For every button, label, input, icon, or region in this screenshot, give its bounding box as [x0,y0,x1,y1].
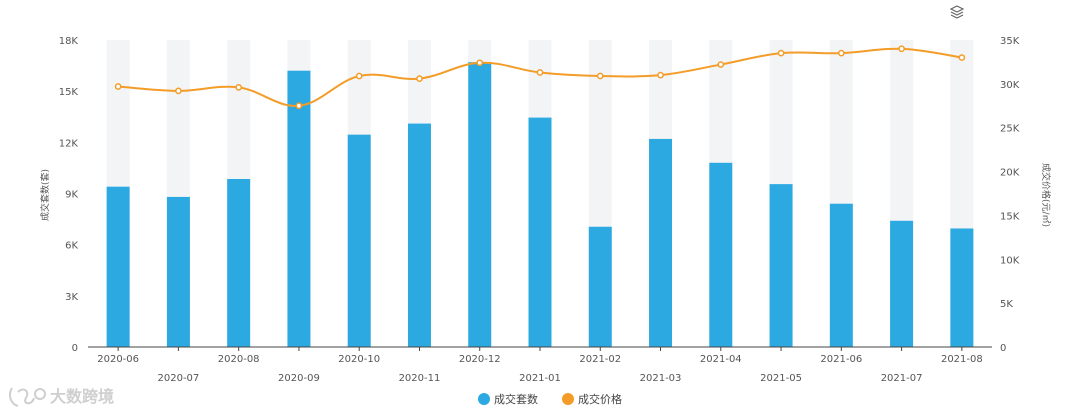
x-tick-label: 2021-02 [579,354,621,365]
x-tick-label: 2021-05 [760,373,802,384]
bar [287,70,311,347]
price-point [416,75,423,82]
y-left-tick-label: 3K [65,292,78,303]
y-left-tick-label: 15K [59,87,79,98]
price-point [476,59,484,67]
bar [950,228,974,347]
y-right-tick-label: 30K [1000,80,1020,91]
y-right-tick-label: 0 [1000,343,1006,354]
price-point [114,83,122,90]
y-right-tick-label: 35K [1000,36,1020,47]
y-left-tick-label: 9K [65,190,78,201]
bar [106,186,130,347]
x-tick-label: 2020-08 [218,354,260,365]
x-tick-label: 2021-01 [519,373,561,384]
y-left-tick-label: 12K [59,138,79,149]
price-point [235,84,243,91]
price-point [958,54,966,61]
price-point [777,49,785,57]
x-tick-label: 2020-09 [278,373,320,384]
y-right-tick-label: 10K [1000,255,1020,266]
legend-label: 成交套数 [494,392,538,406]
price-point [536,69,544,76]
watermark-logo-icon [9,387,46,407]
axes: 2020-06 2020-07 2020-08 2020-09 2020-10 2020-… [59,36,1020,384]
x-tick-label: 2021-04 [700,354,742,365]
bar [588,226,612,347]
x-tick-label: 2021-03 [640,373,682,384]
price-point [175,87,182,95]
bar [829,203,853,347]
price-point [596,72,604,80]
legend-marker [478,393,490,405]
price-point [837,49,845,57]
x-tick-label: 2020-10 [338,354,380,365]
price-point [898,45,905,53]
layers-icon [949,5,965,19]
y-right-tick-label: 15K [1000,211,1020,222]
bar-series [106,62,974,348]
x-tick-label: 2020-06 [97,354,139,365]
bar [227,179,251,347]
layers-icon-button[interactable] [949,5,965,19]
price-line [118,47,963,107]
legend: 成交套数 成交价格 [478,392,622,406]
y-right-tick-label: 5K [1000,299,1013,310]
watermark: 大数跨境 [9,387,114,407]
bar [769,184,793,347]
bar [528,117,552,347]
right-axis-title: 成交价格(元/㎡) [1040,163,1052,227]
x-tick-label: 2020-07 [158,373,200,384]
y-left-tick-label: 6K [65,241,78,252]
legend-item[interactable]: 成交价格 [562,392,622,406]
bar [407,123,431,347]
bar [649,138,673,347]
bar [347,134,371,347]
x-tick-label: 2020-12 [459,354,501,365]
x-tick-label: 2021-08 [941,354,983,365]
y-right-tick-label: 25K [1000,124,1020,135]
bar [166,196,190,347]
x-tick-label: 2021-06 [820,354,862,365]
line-series [114,45,966,110]
price-point [295,102,303,110]
x-tick-label: 2020-11 [399,373,441,384]
legend-marker [562,393,574,405]
price-point [657,71,664,79]
legend-label: 成交价格 [578,392,622,406]
watermark-text: 大数跨境 [50,387,114,406]
bar [709,162,733,347]
bar [468,62,492,348]
y-left-tick-label: 18K [59,36,79,47]
bar [890,220,914,347]
price-point [355,72,363,80]
legend-item[interactable]: 成交套数 [478,392,538,406]
left-axis-title: 成交套数(套) [39,169,51,221]
y-left-tick-label: 0 [72,343,78,354]
x-tick-label: 2021-07 [881,373,923,384]
price-point [717,61,725,68]
y-right-tick-label: 20K [1000,168,1020,179]
